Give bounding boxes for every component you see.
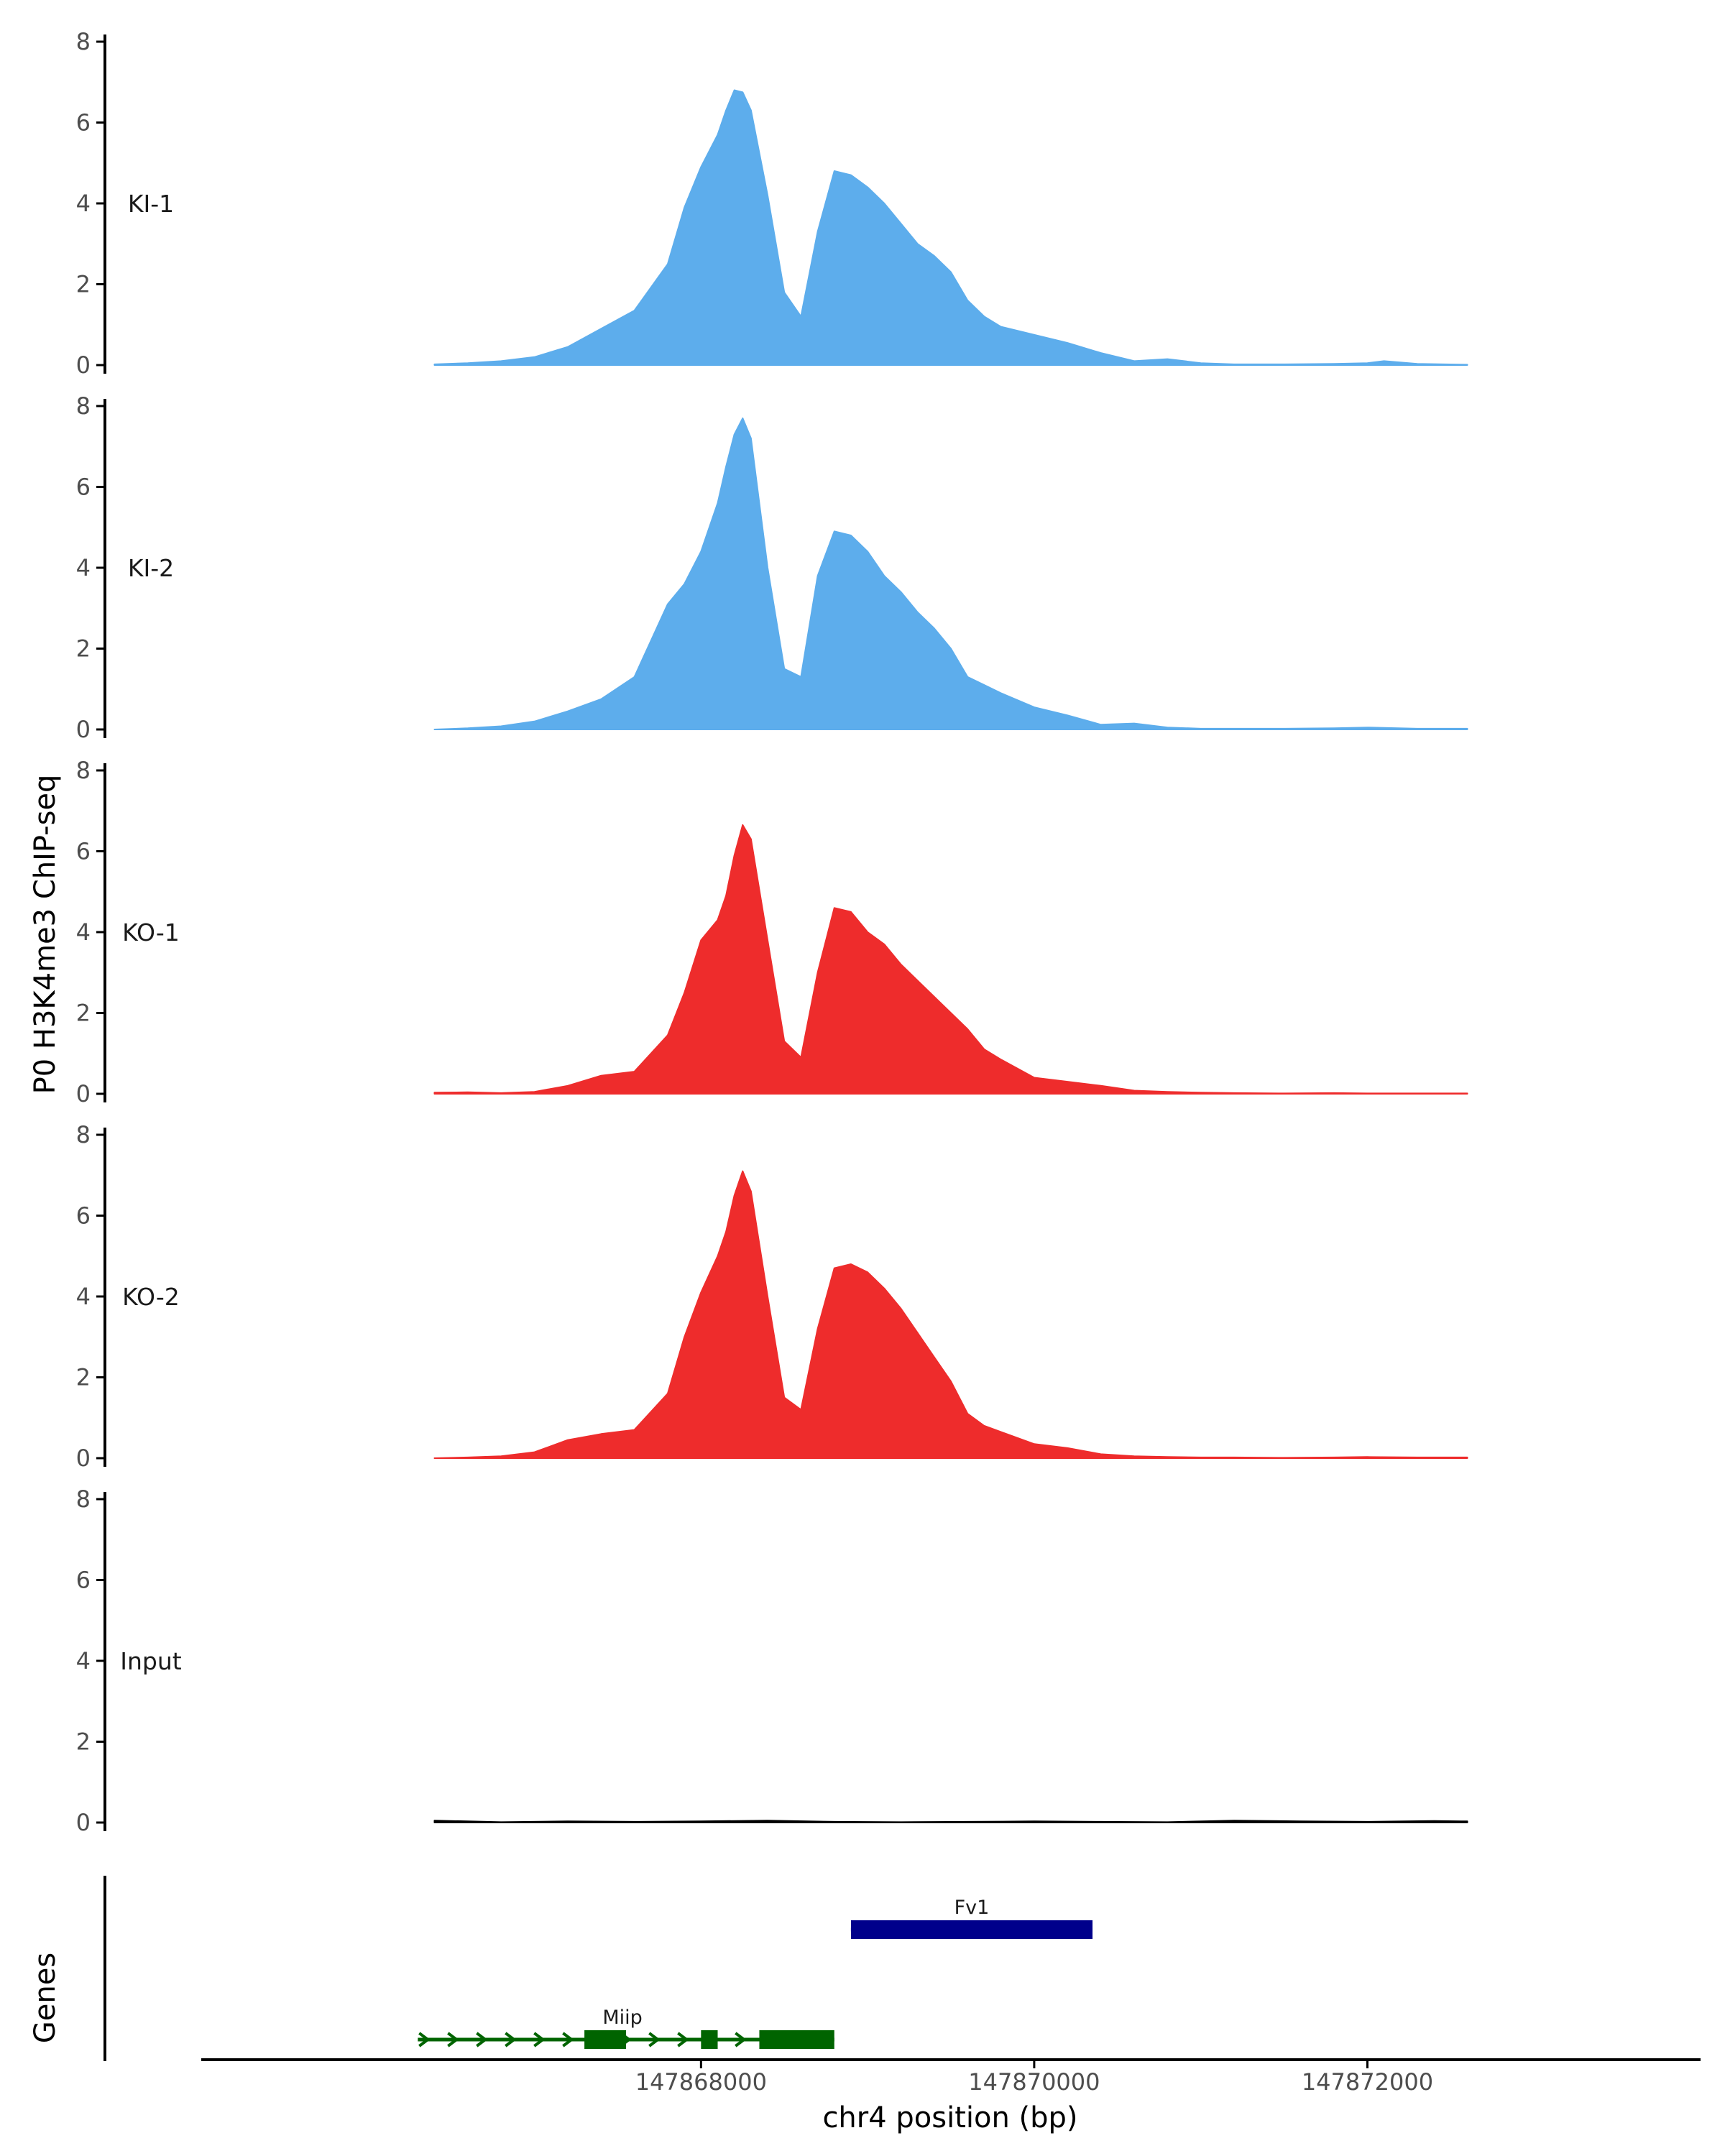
gene-name-label: Miip [602, 2007, 642, 2029]
y-tick-label: 2 [76, 1364, 91, 1391]
track-name-label: KI-2 [128, 554, 174, 582]
track-name-label: Input [120, 1647, 182, 1675]
y-tick-label: 6 [76, 109, 91, 137]
x-tick-label: 147868000 [635, 2068, 767, 2096]
track-ko-1: 0 2 4 6 8 KO-1 [76, 757, 1468, 1107]
y-tick-label: 0 [76, 1080, 91, 1107]
strand-arrow [447, 2032, 459, 2047]
x-tick-label: 147872000 [1302, 2068, 1433, 2096]
signal-area [433, 1170, 1468, 1459]
track-name-label: KO-1 [122, 918, 180, 946]
y-tick-label: 4 [76, 918, 91, 946]
tracks-group: 0 2 4 6 8 KI-1 0 2 4 6 8 KI-2 0 2 4 6 8 KO-1 0 2 4 6 8 KO-2 0 2 4 6… [76, 28, 1468, 1836]
y-tick-label: 4 [76, 1647, 91, 1674]
y-tick-label: 6 [76, 1202, 91, 1230]
gene-name-label: Fv1 [954, 1897, 990, 1919]
signal-area [433, 89, 1468, 366]
strand-arrow [735, 2032, 747, 2047]
track-ki-1: 0 2 4 6 8 KI-1 [76, 28, 1468, 379]
y-tick-label: 2 [76, 1728, 91, 1756]
y-tick-label: 6 [76, 838, 91, 865]
y-tick-label: 4 [76, 554, 91, 581]
y-tick-label: 8 [76, 1121, 91, 1148]
signal-area [433, 1820, 1468, 1823]
y-tick-label: 0 [76, 1445, 91, 1472]
exon-block [850, 1920, 1093, 1939]
x-tick-label: 147870000 [968, 2068, 1100, 2096]
y-tick-label: 0 [76, 716, 91, 743]
gene-fv1: Fv1 [850, 1897, 1093, 1939]
y-tick-label: 0 [76, 1809, 91, 1836]
y-tick-label: 2 [76, 1000, 91, 1027]
strand-arrow [677, 2032, 689, 2047]
x-axis-label: chr4 position (bp) [822, 2101, 1077, 2134]
y-tick-label: 2 [76, 271, 91, 298]
y-tick-label: 4 [76, 190, 91, 217]
strand-arrow [418, 2032, 431, 2047]
track-ko-2: 0 2 4 6 8 KO-2 [76, 1121, 1468, 1472]
strand-arrow [505, 2032, 517, 2047]
exon-block [701, 2030, 718, 2049]
track-name-label: KI-1 [128, 190, 174, 218]
y-axis-label: P0 H3K4me3 ChIP-seq [29, 775, 62, 1095]
track-input: 0 2 4 6 8 Input [76, 1485, 1468, 1836]
signal-area [433, 417, 1468, 730]
track-ki-2: 0 2 4 6 8 KI-2 [76, 392, 1468, 743]
genes-group: Fv1 Miip [104, 1876, 1093, 2061]
y-tick-label: 8 [76, 392, 91, 420]
strand-arrow [533, 2032, 546, 2047]
y-tick-label: 8 [76, 757, 91, 784]
signal-area [433, 824, 1468, 1095]
x-axis: 147868000 147870000 147872000 [201, 2058, 1701, 2096]
exon-block [584, 2030, 627, 2049]
y-tick-label: 4 [76, 1283, 91, 1310]
gene-miip: Miip [418, 2007, 834, 2049]
genes-axis-label: Genes [29, 1953, 62, 2043]
y-tick-label: 6 [76, 474, 91, 501]
y-tick-label: 8 [76, 28, 91, 55]
strand-arrow [476, 2032, 488, 2047]
strand-arrow [562, 2032, 574, 2047]
strand-arrow [648, 2032, 661, 2047]
y-tick-label: 2 [76, 635, 91, 663]
y-tick-label: 0 [76, 351, 91, 379]
exon-block [759, 2030, 834, 2049]
y-tick-label: 8 [76, 1485, 91, 1513]
y-tick-label: 6 [76, 1567, 91, 1594]
track-name-label: KO-2 [122, 1283, 180, 1311]
